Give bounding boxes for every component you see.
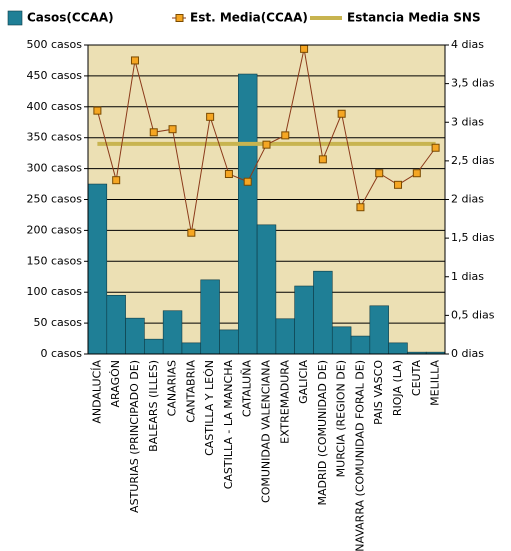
x-tick-label: CANTABRIA: [184, 360, 197, 423]
x-tick-label: MELILLA: [429, 360, 442, 406]
bar: [275, 318, 295, 355]
x-tick-label: ASTURIAS (PRINCIPADO DE): [128, 360, 141, 513]
bar: [331, 326, 352, 355]
marker: [187, 228, 196, 237]
bar: [106, 294, 126, 355]
y-tick-label: 200 casos: [27, 223, 83, 236]
y2-tick-label: 4 dias: [451, 38, 484, 51]
bar: [350, 335, 371, 355]
x-tick-label: COMUNIDAD VALENCIANA: [260, 360, 273, 503]
y2-tick-label: 2 dias: [451, 193, 484, 206]
legend-label: Estancia Media SNS: [347, 11, 481, 25]
y2-tick-label: 0 dias: [451, 347, 484, 360]
bar: [369, 305, 389, 355]
marker: [130, 56, 139, 65]
bar: [219, 329, 239, 355]
bar: [181, 342, 202, 355]
x-tick-label: MURCIA (REGION DE): [335, 360, 348, 477]
x-tick-label: MADRID (COMUNIDAD DE): [316, 360, 329, 505]
y2-tick-label: 3 dias: [451, 115, 484, 128]
marker: [93, 106, 102, 115]
plot-border: [87, 44, 446, 355]
y2-tick-label: 1 dias: [451, 270, 484, 283]
legend-label: Est. Media(CCAA): [190, 11, 308, 25]
x-tick-label: ANDALUCÍA: [90, 360, 103, 424]
x-tick-label: BALEARS (ILLES): [147, 360, 160, 452]
bar: [256, 224, 277, 355]
marker: [168, 125, 177, 134]
marker: [112, 176, 121, 185]
y-tick-label: 400 casos: [27, 100, 83, 113]
legend-swatch: [175, 14, 184, 22]
marker: [318, 155, 327, 164]
marker: [337, 109, 346, 118]
bar: [144, 338, 164, 355]
marker: [412, 169, 421, 178]
marker: [149, 128, 158, 137]
y2-tick-label: 1,5 dias: [451, 231, 495, 244]
marker: [375, 169, 384, 178]
marker: [300, 44, 309, 53]
x-tick-label: CASTILLA Y LEÓN: [203, 360, 216, 456]
y-tick-label: 100 casos: [27, 285, 83, 298]
bar: [162, 310, 183, 355]
x-tick-label: GALICIA: [297, 360, 310, 404]
marker: [206, 112, 215, 121]
y-tick-label: 350 casos: [27, 131, 83, 144]
bar: [87, 183, 108, 355]
y-tick-label: 50 casos: [34, 316, 83, 329]
bar: [313, 270, 333, 355]
y-tick-label: 250 casos: [27, 193, 83, 206]
y2-tick-label: 0,5 dias: [451, 308, 495, 321]
legend-label: Casos(CCAA): [27, 11, 114, 25]
bar: [294, 285, 314, 355]
x-tick-label: CATALUÑA: [241, 360, 254, 418]
bar: [125, 317, 145, 355]
x-tick-label: CEUTA: [410, 360, 423, 397]
marker: [356, 203, 365, 212]
y-tick-label: 300 casos: [27, 162, 83, 175]
bar: [200, 279, 220, 355]
marker: [224, 170, 233, 179]
legend-swatch: [7, 10, 23, 26]
marker: [394, 180, 403, 189]
y-tick-label: 450 casos: [27, 69, 83, 82]
x-tick-label: CASTILLA - LA MANCHA: [222, 360, 235, 490]
marker: [243, 177, 252, 186]
x-tick-label: CANARIAS: [166, 360, 179, 416]
marker: [262, 140, 271, 149]
x-tick-label: RIOJA (LA): [391, 360, 404, 416]
y-tick-label: 150 casos: [27, 254, 83, 267]
y-tick-label: 500 casos: [27, 38, 83, 51]
x-tick-label: NAVARRA (COMUNIDAD FORAL DE): [353, 360, 366, 551]
y-tick-label: 0 casos: [41, 347, 83, 360]
x-tick-label: ARAGÓN: [109, 360, 122, 407]
y2-tick-label: 2,5 dias: [451, 154, 495, 167]
marker: [431, 143, 440, 152]
x-tick-label: EXTREMADURA: [278, 360, 291, 444]
x-tick-label: PAIS VASCO: [372, 360, 385, 425]
y2-tick-label: 3,5 dias: [451, 77, 495, 90]
bar: [238, 73, 258, 355]
bar: [388, 342, 408, 355]
marker: [281, 131, 290, 140]
